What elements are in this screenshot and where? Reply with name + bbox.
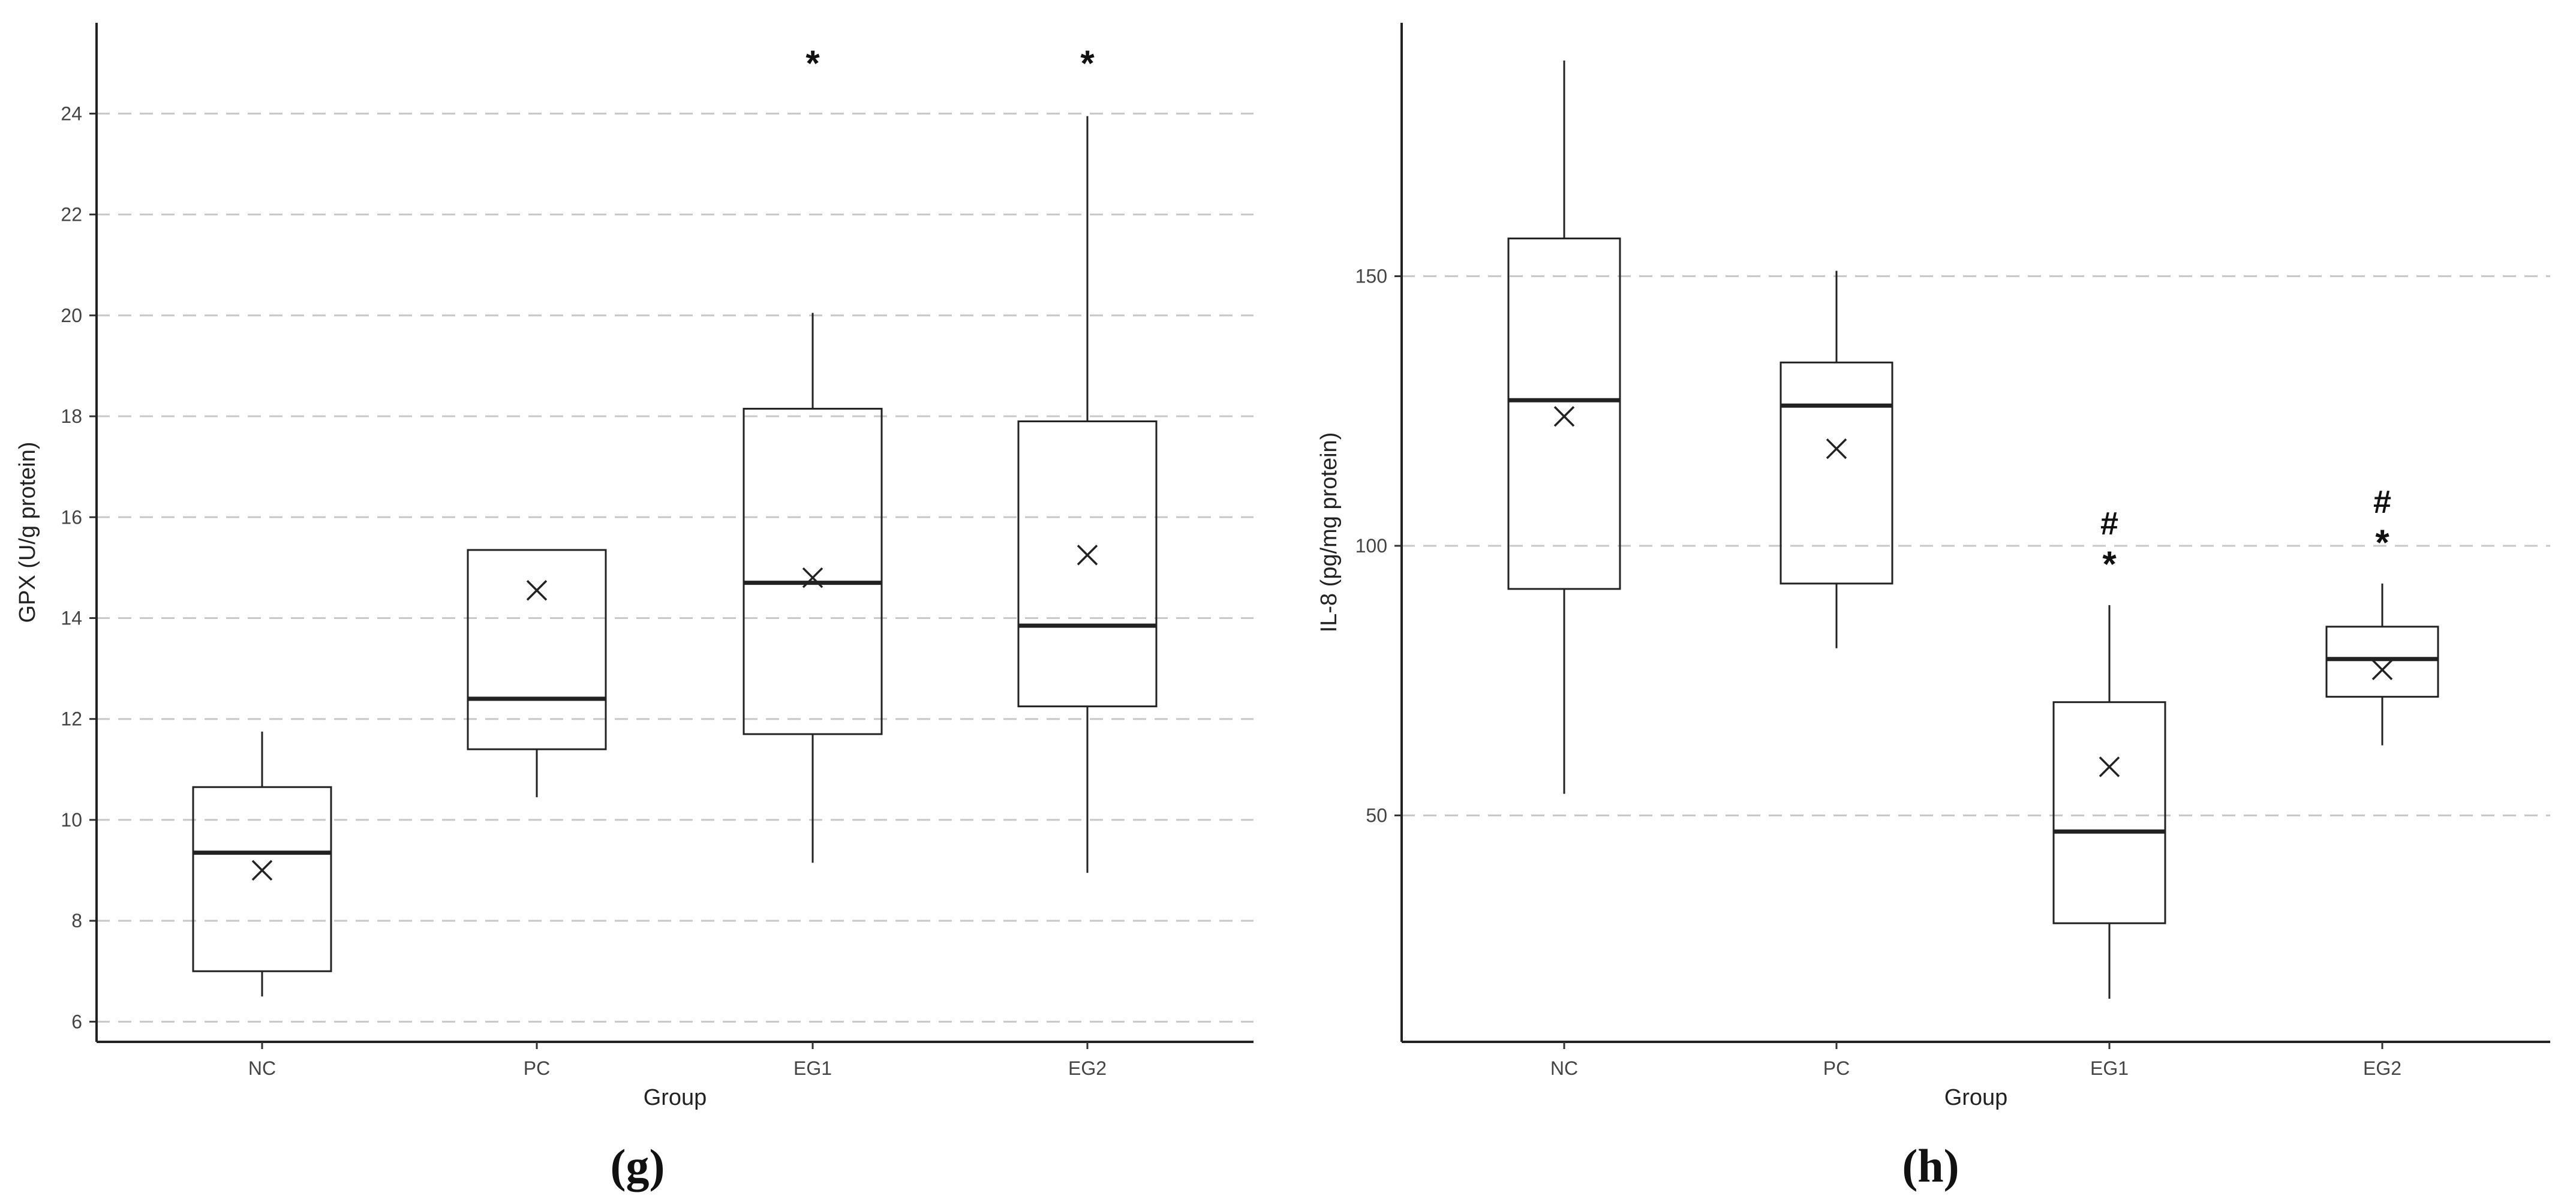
x-axis-title: Group [644,1085,707,1110]
box-nc [192,731,332,997]
mean-marker-stroke [1553,405,1575,427]
significance-asterisk: * [1080,43,1095,83]
box-nc [1507,60,1621,794]
x-tick-label: PC [524,1057,550,1079]
mean-marker-stroke [526,579,548,601]
x-tick-label: EG1 [2090,1057,2129,1079]
significance-asterisk: * [2375,522,2389,563]
y-tick-label: 10 [61,809,82,831]
x-tick-label: EG2 [1068,1057,1107,1079]
panel-label: (g) [611,1140,665,1192]
mean-marker [2099,756,2120,777]
chart-panel-g: 6 8 10 12 14 16 18 20 22 24 NC PC * EG1 * EG2 Group GPX (… [15,23,1254,1192]
mean-marker-stroke [1077,545,1098,566]
box-iqr [743,407,883,735]
y-tick-label: 14 [61,607,82,629]
box-pc [1780,271,1893,648]
box-eg1: * [743,43,883,863]
y-tick-label: 50 [1366,804,1387,826]
box-iqr [1507,238,1621,590]
y-tick-label: 20 [61,305,82,326]
significance-asterisk: * [805,43,820,83]
mean-marker [251,860,273,881]
x-axis-title: Group [1944,1085,2008,1110]
box-iqr [192,786,332,972]
y-tick-label: 22 [61,204,82,226]
y-tick-label: 18 [61,405,82,427]
panel-label: (h) [1902,1140,1959,1192]
y-tick-label: 8 [71,910,82,931]
significance-hash: # [2100,506,2118,542]
box-iqr [2325,626,2439,698]
x-tick-label: EG1 [793,1057,832,1079]
x-tick-label: PC [1823,1057,1850,1079]
mean-marker [802,567,823,588]
mean-marker [1077,545,1098,566]
y-tick-label: 150 [1355,266,1387,287]
box-pc [467,549,607,798]
mean-marker-stroke [802,567,823,588]
y-axis-title: GPX (U/g protein) [15,442,40,623]
x-tick-label: EG2 [2363,1057,2401,1079]
mean-marker-stroke [1826,438,1847,459]
significance-hash: # [2373,484,2391,520]
y-axis-title: IL-8 (pg/mg protein) [1316,432,1342,633]
mean-marker-stroke [2371,659,2393,680]
mean-marker-stroke [2099,756,2120,777]
box-eg2: * [1017,43,1158,873]
box-eg1: *# [2052,506,2166,999]
y-tick-label: 16 [61,506,82,528]
box-iqr [2052,701,2166,924]
y-tick-label: 24 [61,103,82,124]
box-eg2: *# [2325,484,2439,746]
mean-marker [526,579,548,601]
significance-asterisk: * [2102,544,2117,584]
y-tick-label: 100 [1355,535,1387,557]
mean-marker [1826,438,1847,459]
y-tick-label: 6 [71,1011,82,1032]
box-iqr [1017,420,1158,708]
x-tick-label: NC [248,1057,276,1079]
y-tick-label: 12 [61,708,82,730]
box-iqr [467,549,607,750]
box-iqr [1780,361,1893,585]
x-tick-label: NC [1550,1057,1578,1079]
mean-marker [2371,659,2393,680]
mean-marker-stroke [251,860,273,881]
mean-marker [1553,405,1575,427]
